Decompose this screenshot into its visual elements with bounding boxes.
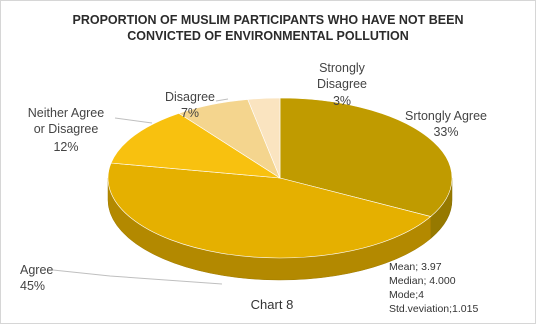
leader-line-agree [52, 269, 223, 285]
label-agree: Agree 45% [20, 263, 53, 293]
label-neither-line1: Neither Agree [28, 106, 104, 120]
label-srtongly-agree-name: Srtongly Agree [405, 109, 487, 123]
stat-mean: Mean; 3.97 [389, 261, 442, 273]
pie-top [107, 97, 453, 259]
label-disagree-pct: 7% [181, 106, 199, 120]
label-strongly-disagree-pct: 3% [333, 94, 351, 108]
chart-title-line1: PROPORTION OF MUSLIM PARTICIPANTS WHO HA… [72, 13, 464, 27]
label-disagree: Disagree 7% [165, 90, 215, 120]
label-neither-line2: or Disagree [34, 122, 99, 136]
pie-slice-strongly-disagree [247, 97, 281, 179]
label-agree-pct: 45% [20, 279, 45, 293]
label-disagree-name: Disagree [165, 90, 215, 104]
label-srtongly-agree: Srtongly Agree 33% [405, 109, 487, 139]
label-srtongly-agree-pct: 33% [433, 125, 458, 139]
leader-line-neither [114, 117, 153, 124]
label-strongly-disagree-line1: Strongly [319, 61, 366, 75]
pie-slice-neither-agree-or-disagree [110, 112, 281, 179]
chart-title-line2: CONVICTED OF ENVIRONMENTAL POLLUTION [127, 29, 409, 43]
leader-line-disagree [215, 98, 229, 102]
pie-slice-srtongly-agree [279, 97, 453, 217]
label-agree-name: Agree [20, 263, 53, 277]
stat-median: Median; 4.000 [389, 275, 456, 287]
pie-slice-agree [107, 162, 432, 259]
stat-std-deviation: Std.veviation;1.015 [389, 303, 479, 315]
stat-mode: Mode;4 [389, 289, 425, 301]
label-neither: Neither Agree or Disagree 12% [28, 106, 104, 154]
label-neither-pct: 12% [53, 140, 78, 154]
stats-block: Mean; 3.97 Median; 4.000 Mode;4 Std.vevi… [389, 260, 478, 316]
chart-caption: Chart 8 [250, 297, 294, 312]
label-strongly-disagree-line2: Disagree [317, 77, 367, 91]
label-strongly-disagree: Strongly Disagree 3% [317, 61, 367, 108]
leader-lines [52, 98, 229, 285]
